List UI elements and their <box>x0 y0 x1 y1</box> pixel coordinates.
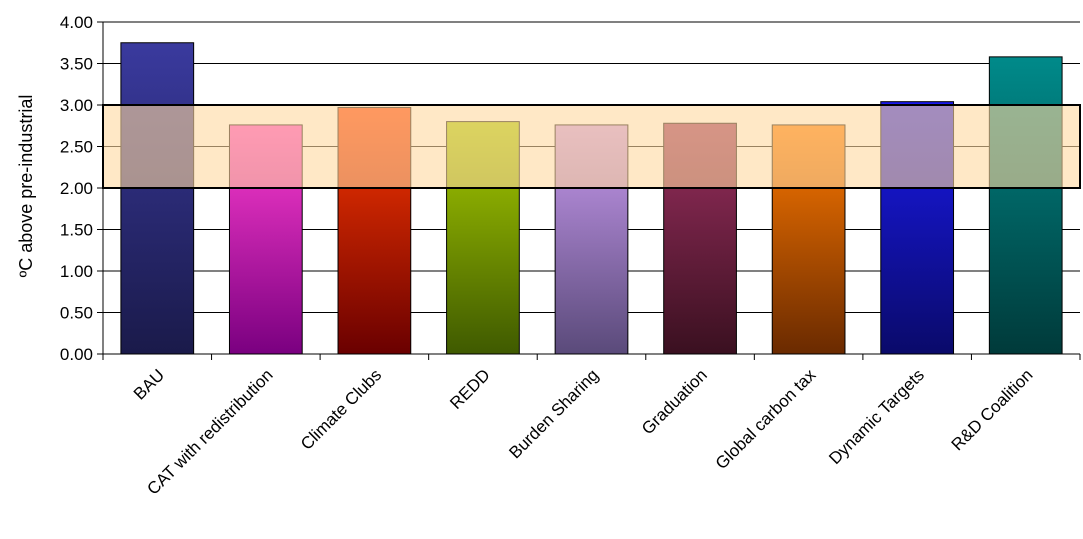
x-category-label: Burden Sharing <box>505 365 602 462</box>
y-tick-label: 2.00 <box>60 179 93 198</box>
y-tick-label: 0.00 <box>60 345 93 364</box>
y-tick-label: 1.00 <box>60 262 93 281</box>
bar <box>120 42 195 355</box>
y-axis-title: ºC above pre-industrial <box>16 95 36 278</box>
y-tick-label: 2.50 <box>60 138 93 157</box>
x-category-label: Dynamic Targets <box>825 365 928 468</box>
x-category-label: BAU <box>130 365 168 403</box>
y-tick-label: 4.00 <box>60 13 93 32</box>
y-tick-label: 1.50 <box>60 221 93 240</box>
y-tick-label: 3.00 <box>60 96 93 115</box>
highlight-band <box>102 104 1081 189</box>
x-category-label: Global carbon tax <box>712 365 820 473</box>
y-tick-label: 0.50 <box>60 304 93 323</box>
x-category-label: R&D Coalition <box>948 365 1037 454</box>
x-category-label: REDD <box>446 365 493 412</box>
x-category-label: Graduation <box>638 365 711 438</box>
x-category-label: CAT with redistribution <box>143 365 276 498</box>
y-tick-label: 3.50 <box>60 55 93 74</box>
bar <box>988 56 1063 355</box>
x-category-label: Climate Clubs <box>297 365 385 453</box>
